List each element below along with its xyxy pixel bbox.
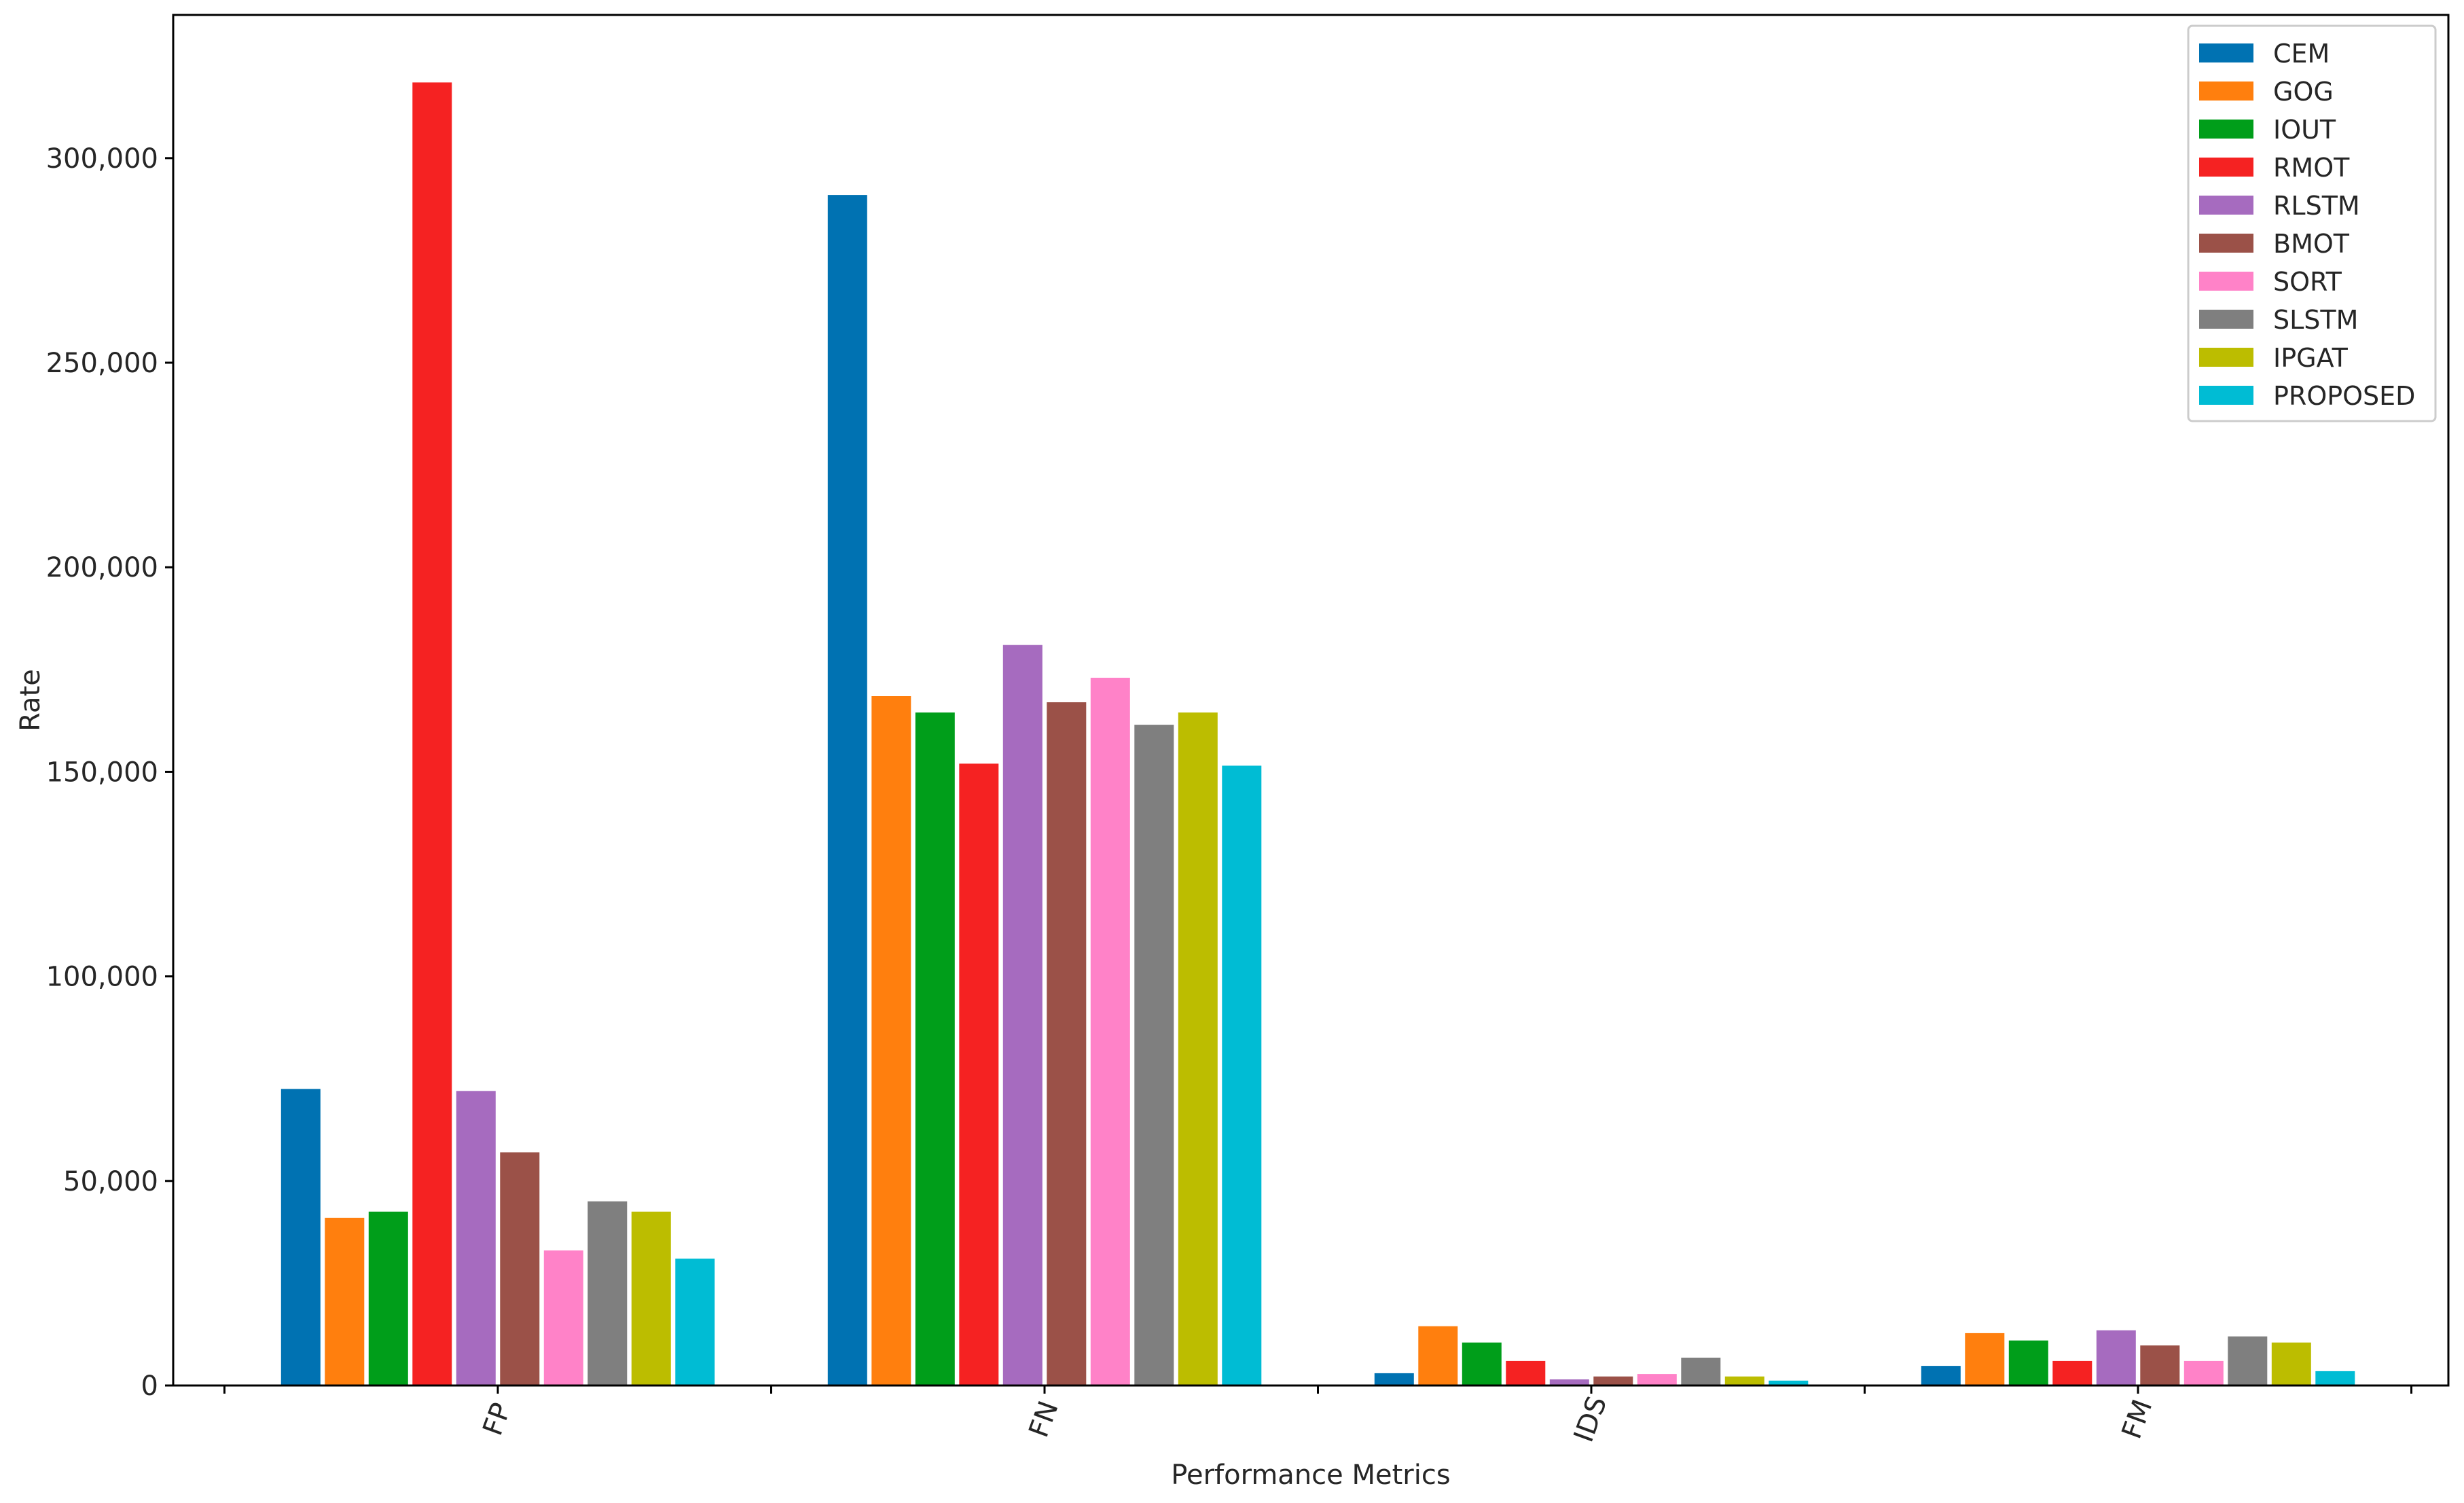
bar-cem-fp xyxy=(280,1089,321,1386)
bar-bmot-fn xyxy=(1047,702,1087,1386)
legend-swatch-cem xyxy=(2199,43,2253,62)
bar-rmot-ids xyxy=(1506,1360,1546,1386)
legend-label-rlstm: RLSTM xyxy=(2273,191,2360,221)
legend-swatch-sort xyxy=(2199,272,2253,291)
bar-sort-fp xyxy=(543,1250,583,1386)
bar-rmot-fn xyxy=(959,763,999,1386)
bar-cem-ids xyxy=(1374,1373,1414,1386)
legend-label-gog: GOG xyxy=(2273,77,2334,107)
bar-proposed-fp xyxy=(675,1258,715,1386)
bar-rlstm-fn xyxy=(1002,645,1043,1386)
legend-label-iout: IOUT xyxy=(2273,115,2336,145)
x-tick-label-ids: IDS xyxy=(1568,1392,1613,1447)
bar-gog-fn xyxy=(871,696,911,1386)
y-tick-label: 200,000 xyxy=(46,552,158,583)
legend-label-proposed: PROPOSED xyxy=(2273,381,2415,411)
bar-slstm-fp xyxy=(587,1201,628,1386)
legend-label-ipgat: IPGAT xyxy=(2273,343,2349,373)
bar-rlstm-fp xyxy=(456,1091,496,1386)
bar-iout-fn xyxy=(915,712,955,1386)
bar-slstm-ids xyxy=(1681,1358,1721,1386)
bars-layer xyxy=(280,82,2355,1386)
bar-gog-ids xyxy=(1418,1326,1458,1386)
x-tick-label-fn: FN xyxy=(1023,1397,1064,1441)
legend-swatch-rmot xyxy=(2199,158,2253,177)
bar-iout-fp xyxy=(368,1212,408,1386)
y-tick-label: 100,000 xyxy=(46,962,158,993)
bar-bmot-ids xyxy=(1593,1376,1633,1386)
bar-rmot-fp xyxy=(412,82,452,1386)
legend-swatch-bmot xyxy=(2199,234,2253,253)
x-tick-label-fp: FP xyxy=(477,1399,517,1440)
y-axis: 0 50,000 100,000 150,000 200,000 250,000 300,0… xyxy=(46,143,173,1402)
y-tick-label: 150,000 xyxy=(46,757,158,788)
bar-bmot-fp xyxy=(500,1152,540,1386)
legend-swatch-rlstm xyxy=(2199,196,2253,215)
bar-bmot-fm xyxy=(2140,1345,2180,1386)
bar-iout-ids xyxy=(1462,1342,1502,1386)
bar-slstm-fn xyxy=(1134,725,1174,1386)
y-tick-label: 50,000 xyxy=(63,1166,158,1197)
bar-ipgat-fn xyxy=(1178,712,1218,1386)
bar-sort-fm xyxy=(2184,1360,2224,1386)
bar-ipgat-ids xyxy=(1724,1376,1764,1386)
legend-swatch-gog xyxy=(2199,82,2253,101)
bar-ipgat-fm xyxy=(2271,1342,2311,1386)
bar-iout-fm xyxy=(2008,1340,2048,1386)
y-tick-label: 250,000 xyxy=(46,348,158,379)
legend-swatch-ipgat xyxy=(2199,348,2253,367)
y-tick-label: 0 xyxy=(141,1371,158,1402)
y-tick-label: 300,000 xyxy=(46,143,158,175)
bar-ipgat-fp xyxy=(631,1212,671,1386)
legend-swatch-proposed xyxy=(2199,386,2253,405)
bar-rmot-fm xyxy=(2052,1360,2092,1386)
legend-swatch-iout xyxy=(2199,120,2253,139)
bar-gog-fp xyxy=(325,1218,365,1386)
x-axis-title: Performance Metrics xyxy=(1171,1460,1450,1491)
bar-proposed-ids xyxy=(1769,1380,1809,1386)
legend-label-cem: CEM xyxy=(2273,39,2330,69)
legend: CEM GOG IOUT RMOT RLSTM BMOT SORT SLSTM IPGAT PRO… xyxy=(2187,24,2437,422)
bar-rlstm-fm xyxy=(2096,1330,2136,1386)
legend-label-rmot: RMOT xyxy=(2273,153,2350,183)
bar-gog-fm xyxy=(1965,1333,2005,1386)
x-tick-label-fm: FM xyxy=(2116,1396,2159,1443)
y-axis-title: Rate xyxy=(15,669,46,731)
plot-frame xyxy=(172,14,2450,1387)
legend-swatch-slstm xyxy=(2199,310,2253,329)
x-axis: FP FN IDS FM xyxy=(223,1386,2412,1447)
bar-cem-fn xyxy=(827,195,867,1386)
legend-label-sort: SORT xyxy=(2273,267,2342,297)
bar-cem-fm xyxy=(1921,1366,1961,1386)
legend-label-slstm: SLSTM xyxy=(2273,305,2358,335)
bar-proposed-fn xyxy=(1222,765,1262,1386)
bar-sort-fn xyxy=(1090,677,1130,1386)
bar-slstm-fm xyxy=(2228,1336,2268,1386)
bar-rlstm-ids xyxy=(1549,1379,1589,1386)
bar-proposed-fm xyxy=(2315,1371,2355,1386)
bar-sort-ids xyxy=(1637,1374,1677,1386)
legend-label-bmot: BMOT xyxy=(2273,229,2350,259)
